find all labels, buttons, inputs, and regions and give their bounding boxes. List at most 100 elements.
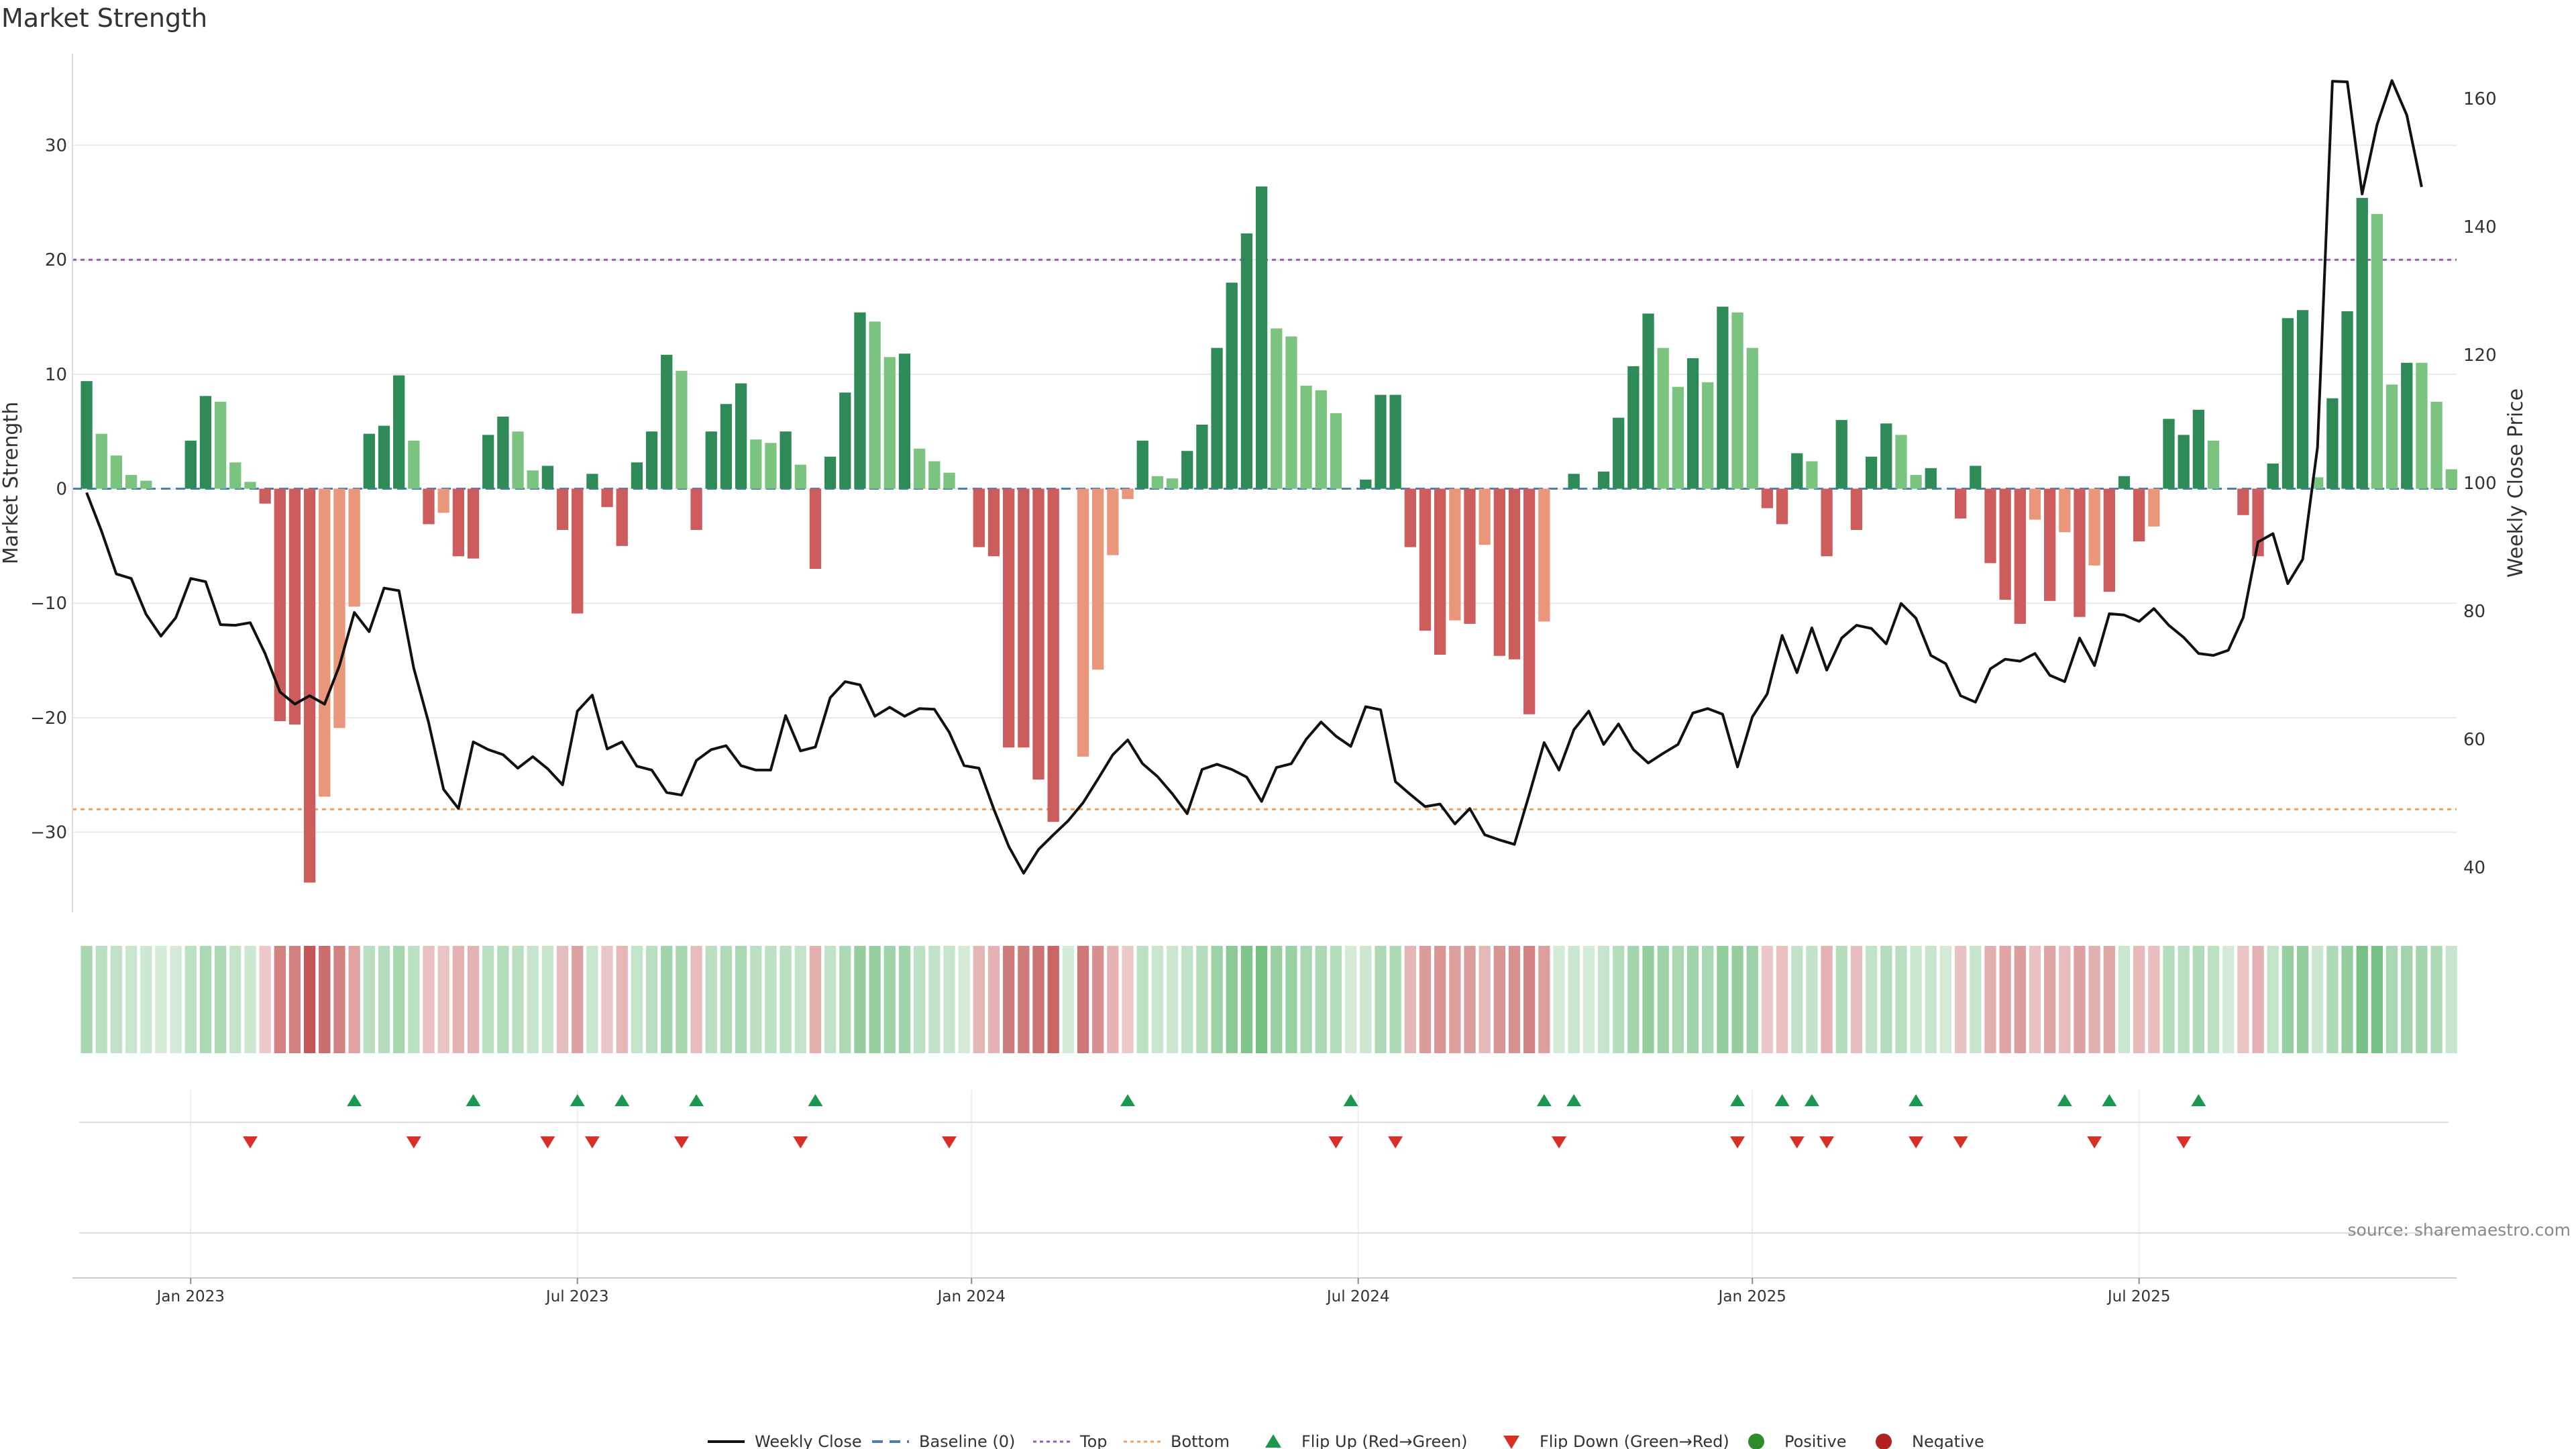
heatmap-cell bbox=[2133, 946, 2145, 1053]
flip-down-marker bbox=[793, 1136, 808, 1148]
heatmap-cell bbox=[1523, 946, 1536, 1053]
heatmap-cell bbox=[527, 946, 539, 1053]
flip-up-marker bbox=[2057, 1094, 2072, 1106]
heatmap-cell bbox=[1434, 946, 1446, 1053]
strength-bar bbox=[2312, 477, 2324, 489]
heatmap-cell bbox=[2192, 946, 2205, 1053]
flip-markers-panel bbox=[79, 1090, 2449, 1281]
flip-down-marker bbox=[242, 1136, 258, 1148]
strength-bar bbox=[1018, 488, 1030, 748]
strength-bar bbox=[2416, 362, 2428, 489]
strength-bar bbox=[229, 462, 241, 489]
strength-bar bbox=[1717, 307, 1729, 489]
flip-up-marker bbox=[466, 1094, 481, 1106]
y-left-tick-label: 20 bbox=[45, 250, 67, 270]
strength-bar bbox=[2296, 310, 2309, 489]
weekly-close-line bbox=[85, 79, 2423, 875]
y-left-tick-label: −30 bbox=[30, 823, 67, 843]
strength-bar bbox=[408, 440, 420, 489]
strength-bar bbox=[1538, 488, 1550, 622]
strength-bar bbox=[2326, 398, 2339, 489]
heatmap-cell bbox=[1850, 946, 1863, 1053]
flip-down-marker bbox=[1819, 1136, 1835, 1148]
heatmap-cell bbox=[914, 946, 926, 1053]
heatmap-cell bbox=[363, 946, 375, 1053]
strength-bar bbox=[1761, 488, 1774, 508]
heatmap-cell bbox=[928, 946, 941, 1053]
heatmap-cell bbox=[1151, 946, 1164, 1053]
heatmap-cell bbox=[1613, 946, 1625, 1053]
heatmap-cell bbox=[1970, 946, 1982, 1053]
heatmap-cell bbox=[1939, 946, 1952, 1053]
strength-bar bbox=[2118, 476, 2131, 489]
heatmap-cell bbox=[319, 946, 331, 1053]
strength-bar bbox=[1493, 488, 1505, 656]
strength-bar bbox=[393, 375, 405, 489]
heatmap-cell bbox=[1954, 946, 1967, 1053]
strength-bar bbox=[1613, 417, 1625, 489]
strength-bar bbox=[1954, 488, 1967, 519]
heatmap-cell bbox=[1344, 946, 1357, 1053]
strength-bar bbox=[259, 488, 271, 504]
strength-bar bbox=[214, 401, 227, 489]
heatmap-cell bbox=[750, 946, 762, 1053]
strength-bar bbox=[2282, 318, 2294, 489]
strength-bar bbox=[437, 488, 449, 513]
strength-bar bbox=[2356, 198, 2368, 489]
flip-down-marker bbox=[2087, 1136, 2102, 1148]
heatmap-cell bbox=[705, 946, 717, 1053]
heatmap-cell bbox=[2088, 946, 2100, 1053]
heatmap-cell bbox=[274, 946, 286, 1053]
heatmap-cell bbox=[1553, 946, 1565, 1053]
legend-label-flipdown: Flip Down (Green→Red) bbox=[1540, 1432, 1729, 1449]
strength-bar bbox=[1627, 366, 1640, 489]
strength-bar bbox=[2192, 409, 2205, 489]
heatmap-cell bbox=[794, 946, 806, 1053]
strength-bar bbox=[1315, 390, 1327, 489]
strength-bar bbox=[482, 435, 494, 489]
heatmap-cell bbox=[244, 946, 256, 1053]
heatmap-cell bbox=[2059, 946, 2071, 1053]
heatmap-cell bbox=[2118, 946, 2131, 1053]
heatmap-cell bbox=[973, 946, 985, 1053]
heatmap-cell bbox=[1196, 946, 1208, 1053]
strength-bar bbox=[2401, 362, 2413, 489]
heatmap-cell bbox=[348, 946, 360, 1053]
heatmap-cell bbox=[125, 946, 138, 1053]
heatmap-cell bbox=[720, 946, 733, 1053]
heatmap-cell bbox=[184, 946, 197, 1053]
strength-bar bbox=[2178, 435, 2190, 489]
heatmap-cell bbox=[883, 946, 896, 1053]
heatmap-cell bbox=[2296, 946, 2309, 1053]
legend-swatch-negative bbox=[1876, 1434, 1892, 1449]
flip-up-marker bbox=[689, 1094, 704, 1106]
flip-up-marker bbox=[614, 1094, 630, 1106]
heatmap-cell bbox=[943, 946, 955, 1053]
flip-up-marker bbox=[1730, 1094, 1746, 1106]
heatmap-cell bbox=[631, 946, 643, 1053]
heatmap-cell bbox=[1627, 946, 1640, 1053]
heatmap-cell bbox=[1330, 946, 1342, 1053]
strength-heatmap-strip bbox=[80, 946, 2457, 1053]
heatmap-cell bbox=[2222, 946, 2235, 1053]
flip-up-marker bbox=[1566, 1094, 1582, 1106]
strength-bar bbox=[735, 383, 747, 489]
heatmap-cell bbox=[2074, 946, 2086, 1053]
heatmap-cell bbox=[780, 946, 792, 1053]
heatmap-cell bbox=[1077, 946, 1089, 1053]
flip-up-marker bbox=[808, 1094, 823, 1106]
flip-down-marker bbox=[406, 1136, 421, 1148]
heatmap-cell bbox=[1315, 946, 1327, 1053]
heatmap-cell bbox=[898, 946, 911, 1053]
legend-label-bottom: Bottom bbox=[1171, 1432, 1230, 1449]
strength-bar bbox=[1568, 474, 1580, 489]
heatmap-cell bbox=[1821, 946, 1833, 1053]
strength-bar bbox=[1449, 488, 1461, 621]
strength-bar bbox=[586, 474, 598, 489]
legend-label-negative: Negative bbox=[1912, 1432, 1984, 1449]
strength-bar bbox=[199, 396, 212, 489]
heatmap-cell bbox=[1702, 946, 1714, 1053]
heatmap-cell bbox=[1642, 946, 1654, 1053]
strength-bar bbox=[1092, 488, 1104, 670]
strength-bar bbox=[1672, 386, 1684, 489]
